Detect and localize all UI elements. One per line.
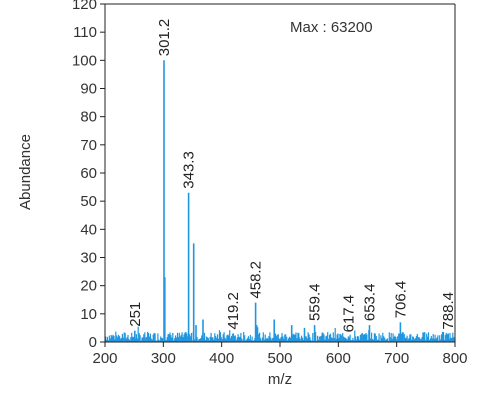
- peak-label: 706.4: [392, 281, 409, 319]
- y-tick-label: 100: [72, 52, 97, 69]
- max-annotation: Max : 63200: [290, 19, 373, 36]
- peak-label: 251: [127, 302, 144, 327]
- x-tick-label: 700: [384, 350, 409, 367]
- y-axis-label: Abundance: [17, 134, 34, 210]
- y-tick-label: 80: [80, 109, 97, 126]
- x-ticks-layer: 200 300 400 500 600 700 800: [92, 342, 468, 367]
- x-tick-label: 300: [151, 350, 176, 367]
- peak-label: 788.4: [440, 292, 457, 330]
- peak-label: 301.2: [156, 19, 173, 57]
- y-tick-label: 10: [80, 306, 97, 323]
- x-axis-label: m/z: [268, 371, 292, 388]
- peak-labels-layer: 251 301.2 343.3 419.2 458.2 559.4 617.4 653.4 70…: [127, 19, 457, 333]
- y-tick-label: 40: [80, 221, 97, 238]
- x-tick-label: 600: [326, 350, 351, 367]
- x-tick-label: 200: [92, 350, 117, 367]
- peak-label: 458.2: [248, 261, 265, 299]
- y-tick-label: 120: [72, 0, 97, 13]
- peak-label: 559.4: [307, 284, 324, 322]
- y-tick-label: 20: [80, 278, 97, 295]
- x-tick-label: 800: [442, 350, 467, 367]
- x-tick-label: 400: [209, 350, 234, 367]
- y-tick-label: 50: [80, 193, 97, 210]
- baseline-noise-layer: [104, 326, 456, 342]
- y-tick-label: 90: [80, 81, 97, 98]
- y-tick-label: 110: [73, 24, 97, 41]
- peak-label: 617.4: [340, 295, 357, 333]
- y-tick-label: 70: [80, 137, 97, 154]
- y-ticks-layer: 0 10 20 30 40 50 60 70 80 90 100 110 120: [72, 0, 105, 351]
- peak-label: 343.3: [181, 151, 198, 189]
- y-tick-label: 30: [80, 250, 97, 267]
- peak-label: 653.4: [362, 284, 379, 322]
- peak-bars-layer: [134, 60, 450, 342]
- peak-label: 419.2: [225, 292, 242, 330]
- x-tick-label: 500: [267, 350, 292, 367]
- y-tick-label: 0: [89, 334, 97, 351]
- y-tick-label: 60: [80, 165, 97, 182]
